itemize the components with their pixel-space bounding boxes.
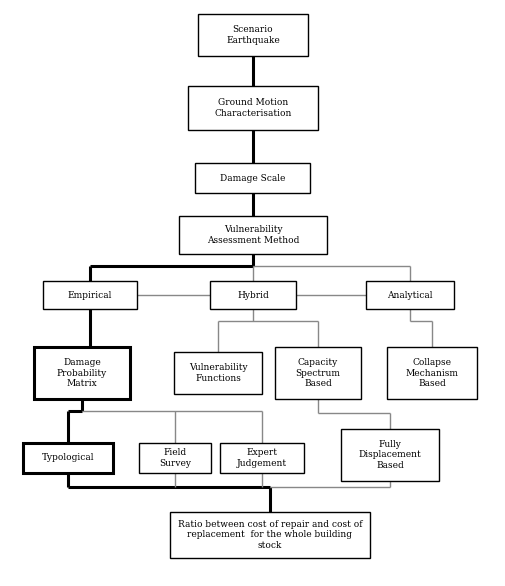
Text: Capacity
Spectrum
Based: Capacity Spectrum Based	[295, 358, 340, 388]
Bar	[174, 352, 262, 394]
Bar	[197, 14, 308, 56]
Text: Damage Scale: Damage Scale	[220, 173, 285, 182]
Bar	[340, 429, 438, 481]
Bar	[179, 216, 326, 254]
Bar	[34, 347, 130, 399]
Bar	[43, 281, 137, 309]
Bar	[210, 281, 295, 309]
Text: Field
Survey: Field Survey	[159, 448, 190, 468]
Bar	[386, 347, 476, 399]
Text: Ratio between cost of repair and cost of
replacement  for the whole building
sto: Ratio between cost of repair and cost of…	[177, 520, 362, 550]
Bar	[139, 443, 211, 473]
Text: Collapse
Mechanism
Based: Collapse Mechanism Based	[405, 358, 458, 388]
Text: Empirical: Empirical	[68, 291, 112, 299]
Text: Analytical: Analytical	[386, 291, 432, 299]
Bar	[274, 347, 360, 399]
Text: Fully
Displacement
Based: Fully Displacement Based	[358, 440, 421, 470]
Bar	[23, 443, 113, 473]
Bar	[188, 86, 317, 130]
Text: Vulnerability
Assessment Method: Vulnerability Assessment Method	[207, 225, 298, 245]
Text: Vulnerability
Functions: Vulnerability Functions	[188, 363, 247, 383]
Bar	[170, 512, 369, 558]
Text: Ground Motion
Characterisation: Ground Motion Characterisation	[214, 98, 291, 118]
Text: Scenario
Earthquake: Scenario Earthquake	[226, 25, 279, 45]
Text: Expert
Judgement: Expert Judgement	[236, 448, 286, 468]
Bar	[365, 281, 453, 309]
Bar	[195, 163, 310, 193]
Bar	[220, 443, 304, 473]
Text: Typological: Typological	[42, 454, 94, 462]
Text: Damage
Probability
Matrix: Damage Probability Matrix	[57, 358, 107, 388]
Text: Hybrid: Hybrid	[237, 291, 268, 299]
